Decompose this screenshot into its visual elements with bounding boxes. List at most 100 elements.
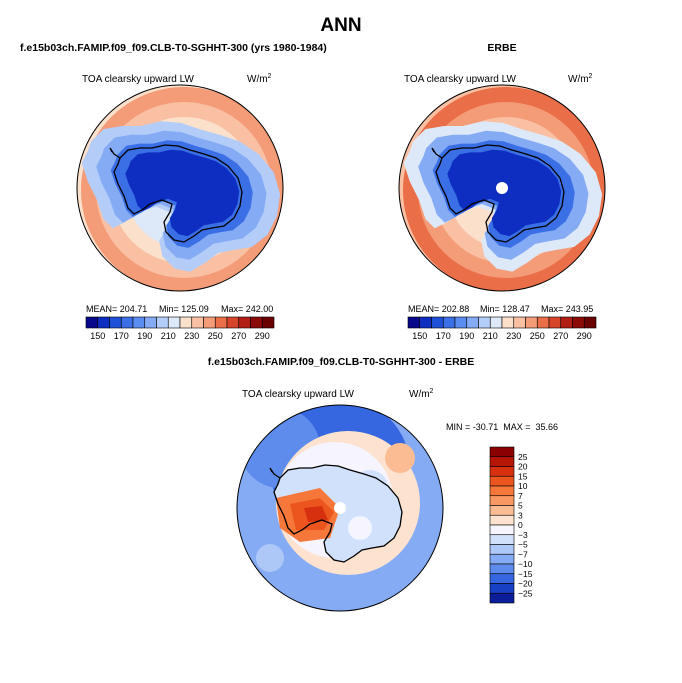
panel-obs-variable: TOA clearsky upward LW: [404, 74, 516, 85]
colorbar-tick-label: 250: [208, 331, 223, 341]
colorbar-tick-label: −20: [518, 579, 533, 589]
map-model: [77, 85, 283, 291]
colorbar-obs: 150 170 190 210 230 250 270 290: [407, 316, 597, 341]
colorbar-tick-label: −10: [518, 559, 533, 569]
colorbar-tick-label: 5: [518, 501, 523, 511]
colorbar-swatch: [489, 553, 515, 565]
map-obs: [399, 85, 605, 291]
colorbar-swatch: [489, 534, 515, 545]
colorbar-model: 150 170 190 210 230 250 270 290: [85, 316, 275, 341]
colorbar-swatch: [407, 316, 421, 329]
colorbar-swatch: [583, 316, 597, 329]
panel-model-variable: TOA clearsky upward LW: [82, 74, 194, 85]
panel-model-title: f.e15b03ch.FAMIP.f09_f09.CLB-T0-SGHHT-30…: [20, 42, 327, 54]
colorbar-swatch: [489, 495, 515, 506]
colorbar-tick-label: 230: [184, 331, 199, 341]
colorbar-swatch: [167, 316, 181, 329]
panel-diff-minmax: MIN = -30.71 MAX = 35.66: [446, 422, 558, 432]
colorbar-tick-label: 290: [577, 331, 592, 341]
colorbar-tick-label: 150: [90, 331, 105, 341]
colorbar-tick-label: 250: [530, 331, 545, 341]
map-model-boundary: [76, 84, 284, 292]
panel-model-units: W/m2: [247, 73, 272, 85]
pole-hole: [496, 182, 508, 194]
colorbar-swatch: [489, 563, 515, 575]
colorbar-swatch: [489, 573, 515, 584]
colorbar-tick-label: 3: [518, 510, 523, 520]
colorbar-tick-label: 20: [518, 462, 528, 472]
colorbar-swatch: [489, 485, 515, 497]
colorbar-swatch: [489, 592, 515, 604]
colorbar-swatch: [97, 316, 110, 329]
antarctica-outline: [109, 144, 243, 243]
colorbar-tick-label: −7: [518, 549, 528, 559]
contour-band: [352, 470, 388, 506]
panel-model-min: Min= 125.09: [159, 304, 209, 314]
colorbar-swatch: [261, 316, 275, 329]
colorbar-swatch: [536, 316, 550, 329]
colorbar-tick-label: 270: [553, 331, 568, 341]
colorbar-swatch: [250, 316, 263, 329]
colorbar-tick-label: 0: [518, 520, 523, 530]
colorbar-swatch: [419, 316, 432, 329]
panel-obs: ERBE TOA clearsky upward LW W/m2 MEAN= 2…: [398, 42, 606, 341]
map-diff: [237, 405, 443, 611]
page-title: ANN: [320, 15, 361, 36]
contour-band: [125, 149, 240, 237]
panel-model-mean: MEAN= 204.71: [86, 304, 147, 314]
panel-diff-title: f.e15b03ch.FAMIP.f09_f09.CLB-T0-SGHHT-30…: [208, 356, 474, 368]
antarctica-outline: [269, 464, 403, 563]
colorbar-swatch: [109, 316, 122, 329]
panel-obs-title: ERBE: [487, 42, 516, 54]
colorbar-tick-label: 230: [506, 331, 521, 341]
colorbar-tick-label: 150: [412, 331, 427, 341]
colorbar-swatch: [489, 583, 515, 594]
colorbar-swatch: [489, 316, 503, 329]
colorbar-tick-label: 15: [518, 471, 528, 481]
colorbar-tick-label: 210: [483, 331, 498, 341]
panel-obs-units: W/m2: [568, 73, 593, 85]
colorbar-swatch: [454, 316, 468, 329]
colorbar-swatch: [442, 316, 456, 329]
colorbar-swatch: [501, 316, 515, 329]
colorbar-tick-label: 7: [518, 491, 523, 501]
panel-obs-min: Min= 128.47: [480, 304, 530, 314]
colorbar-tick-label: 290: [255, 331, 270, 341]
panel-diff: f.e15b03ch.FAMIP.f09_f09.CLB-T0-SGHHT-30…: [208, 356, 558, 612]
panel-obs-mean: MEAN= 202.88: [408, 304, 469, 314]
map-obs-boundary: [398, 84, 606, 292]
colorbar-swatch: [572, 316, 585, 329]
colorbar-tick-label: 210: [161, 331, 176, 341]
contour-band: [304, 506, 328, 522]
colorbar-swatch: [560, 316, 573, 329]
colorbar-tick-label: 170: [114, 331, 129, 341]
contour-band: [385, 443, 415, 473]
colorbar-tick-label: 190: [137, 331, 152, 341]
colorbar-swatch: [120, 316, 134, 329]
colorbar-swatch: [489, 456, 515, 467]
colorbar-tick-label: −15: [518, 569, 533, 579]
colorbar-tick-label: 190: [459, 331, 474, 341]
colorbar-swatch: [179, 316, 193, 329]
colorbar-swatch: [431, 316, 444, 329]
panel-model: f.e15b03ch.FAMIP.f09_f09.CLB-T0-SGHHT-30…: [20, 42, 327, 341]
colorbar-swatch: [238, 316, 251, 329]
colorbar-swatch: [156, 316, 169, 329]
colorbar-swatch: [489, 505, 515, 516]
colorbar-swatch: [489, 466, 515, 477]
antarctica-outline: [431, 144, 565, 243]
contour-band: [256, 544, 284, 572]
contour-band: [348, 516, 372, 540]
colorbar-swatch: [548, 316, 562, 329]
colorbar-tick-label: −5: [518, 540, 528, 550]
colorbar-swatch: [226, 316, 240, 329]
colorbar-tick-label: −25: [518, 588, 533, 598]
colorbar-swatch: [489, 446, 515, 458]
colorbar-swatch: [478, 316, 491, 329]
panel-model-max: Max= 242.00: [221, 304, 273, 314]
colorbar-swatch: [489, 475, 515, 487]
colorbar-swatch: [489, 524, 515, 536]
colorbar-swatch: [203, 316, 216, 329]
